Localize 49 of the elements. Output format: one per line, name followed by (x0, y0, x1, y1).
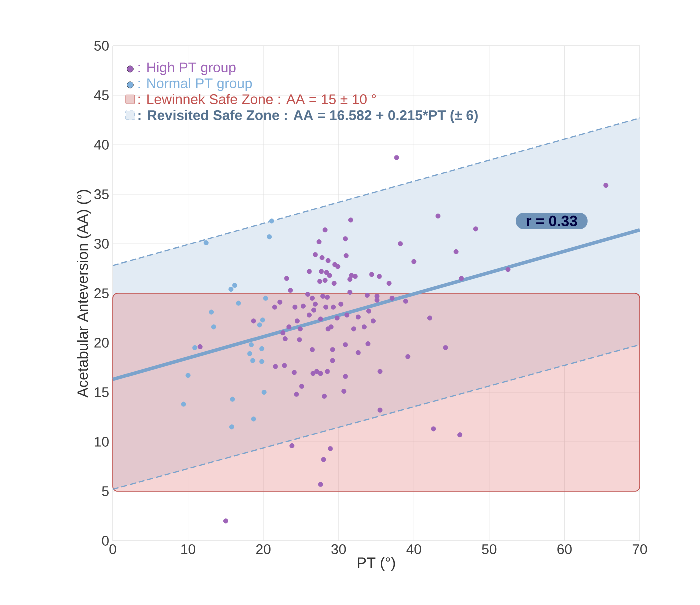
point (228, 287, 234, 292)
legend-label: : Revisited Safe Zone : AA = 16.582 + 0.215*PT (± 6) (138, 110, 478, 124)
legend-label: : Normal PT group (138, 78, 252, 92)
point (248, 351, 253, 356)
point (192, 345, 198, 350)
point (269, 218, 274, 224)
y-tick-label: 30 (94, 239, 109, 249)
point (229, 424, 234, 430)
point (186, 373, 191, 378)
x-axis-title: PT (°) (358, 557, 396, 572)
y-tick-label: 40 (94, 140, 109, 150)
y-tick-label: 15 (95, 388, 109, 398)
y-axis-title: Acetabular Anteversion (AA) (°) (77, 190, 92, 398)
point (262, 390, 267, 395)
y-tick-label: 45 (94, 90, 109, 100)
point (250, 358, 256, 364)
point (232, 283, 238, 288)
point (267, 234, 272, 240)
y-tick-label: 25 (94, 288, 109, 298)
x-tick-label: 70 (632, 544, 648, 554)
x-tick-label: 10 (182, 544, 196, 554)
point (263, 296, 268, 301)
point (260, 346, 265, 352)
y-tick-label: 10 (95, 437, 109, 447)
point (260, 318, 266, 323)
legend-label: : Lewinnek Safe Zone : AA = 15 ± 10 ° (138, 94, 376, 104)
y-tick-label: 50 (94, 41, 109, 51)
point (236, 300, 242, 306)
point (251, 416, 256, 422)
point (209, 310, 214, 315)
x-tick-label: 0 (110, 544, 116, 554)
point (257, 322, 262, 328)
point (260, 359, 265, 364)
legend-label: : High PT group (138, 62, 236, 76)
y-tick-label: 35 (94, 190, 109, 200)
x-tick-label: 50 (482, 544, 497, 554)
point (204, 240, 209, 246)
point (249, 342, 254, 348)
x-tick-label: 20 (256, 544, 271, 554)
x-tick-label: 30 (332, 544, 346, 554)
y-tick-label: 20 (94, 338, 109, 348)
y-tick-label: 5 (102, 486, 109, 496)
point (211, 324, 216, 330)
annotation: r = 0.33 (526, 216, 578, 227)
x-tick-label: 40 (406, 544, 422, 554)
point (230, 396, 236, 402)
x-tick-label: 60 (558, 544, 572, 554)
y-tick-label: 0 (102, 536, 109, 546)
point (181, 402, 186, 407)
